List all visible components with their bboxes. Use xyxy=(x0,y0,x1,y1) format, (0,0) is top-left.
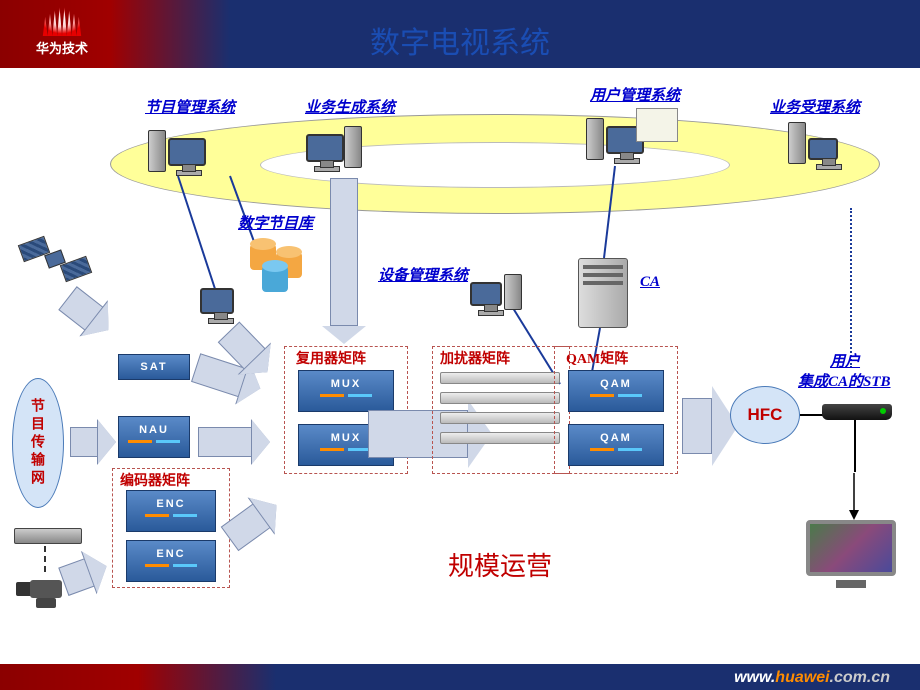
scr-unit-2 xyxy=(440,392,560,404)
label-ca: CA xyxy=(640,274,660,291)
label-prog-mgmt: 节目管理系统 xyxy=(145,96,235,117)
label-biz-gen: 业务生成系统 xyxy=(305,96,395,117)
label-digital-lib: 数字节目库 xyxy=(238,212,313,233)
arrow-src-nau xyxy=(70,420,116,464)
tv-icon xyxy=(806,520,896,588)
hfc-node: HFC xyxy=(730,386,800,444)
label-user: 用户 xyxy=(830,350,860,371)
label-biz-accept: 业务受理系统 xyxy=(770,96,860,117)
scr-unit-3 xyxy=(440,412,560,424)
scr-unit-4 xyxy=(440,432,560,444)
pc-prog-mgmt xyxy=(150,124,200,174)
scr-unit-1 xyxy=(440,372,560,384)
pc-biz-gen xyxy=(310,122,360,172)
pc-device-mgmt xyxy=(470,274,520,324)
arrow-qam-hfc xyxy=(682,386,738,466)
pc-user-mgmt xyxy=(590,112,640,162)
label-mux-matrix: 复用器矩阵 xyxy=(296,348,366,368)
arrow-sat-in xyxy=(54,281,122,348)
vcr-cam-link xyxy=(44,546,46,572)
device-enc-1: ENC xyxy=(126,490,216,532)
pc-biz-accept xyxy=(790,118,840,168)
ca-server xyxy=(578,258,628,328)
slide-title: 数字电视系统 xyxy=(0,18,920,62)
device-qam-1: QAM xyxy=(568,370,664,412)
arrow-nau-mux xyxy=(198,420,270,464)
vcr-icon xyxy=(14,528,82,544)
label-user-mgmt: 用户管理系统 xyxy=(590,84,680,105)
footer-url: www.huawei.com.cn xyxy=(734,669,890,687)
device-nau: NAU xyxy=(118,416,190,458)
dotted-bizaccept-stb xyxy=(850,208,852,368)
stb-device xyxy=(822,404,892,420)
device-sat: SAT xyxy=(118,354,190,380)
line-stb-tv xyxy=(854,420,856,472)
arrow-bizgen-mux xyxy=(322,178,366,344)
device-qam-2: QAM xyxy=(568,424,664,466)
label-encoder-matrix: 编码器矩阵 xyxy=(120,470,190,490)
label-stb: 集成CA的STB xyxy=(798,370,891,391)
label-device-mgmt: 设备管理系统 xyxy=(378,264,468,285)
diagram-canvas: 节目管理系统 业务生成系统 用户管理系统 业务受理系统 数字节目库 设备管理系统 xyxy=(0,68,920,664)
db-cyl-3 xyxy=(262,260,288,292)
label-qam-matrix: QAM矩阵 xyxy=(566,348,628,368)
device-enc-2: ENC xyxy=(126,540,216,582)
label-scrambler-matrix: 加扰器矩阵 xyxy=(440,348,510,368)
big-caption: 规模运营 xyxy=(448,546,552,583)
source-node: 节目传输网 xyxy=(12,378,64,508)
footer-bar: www.huawei.com.cn xyxy=(0,664,920,690)
satellite-icon xyxy=(20,234,90,284)
